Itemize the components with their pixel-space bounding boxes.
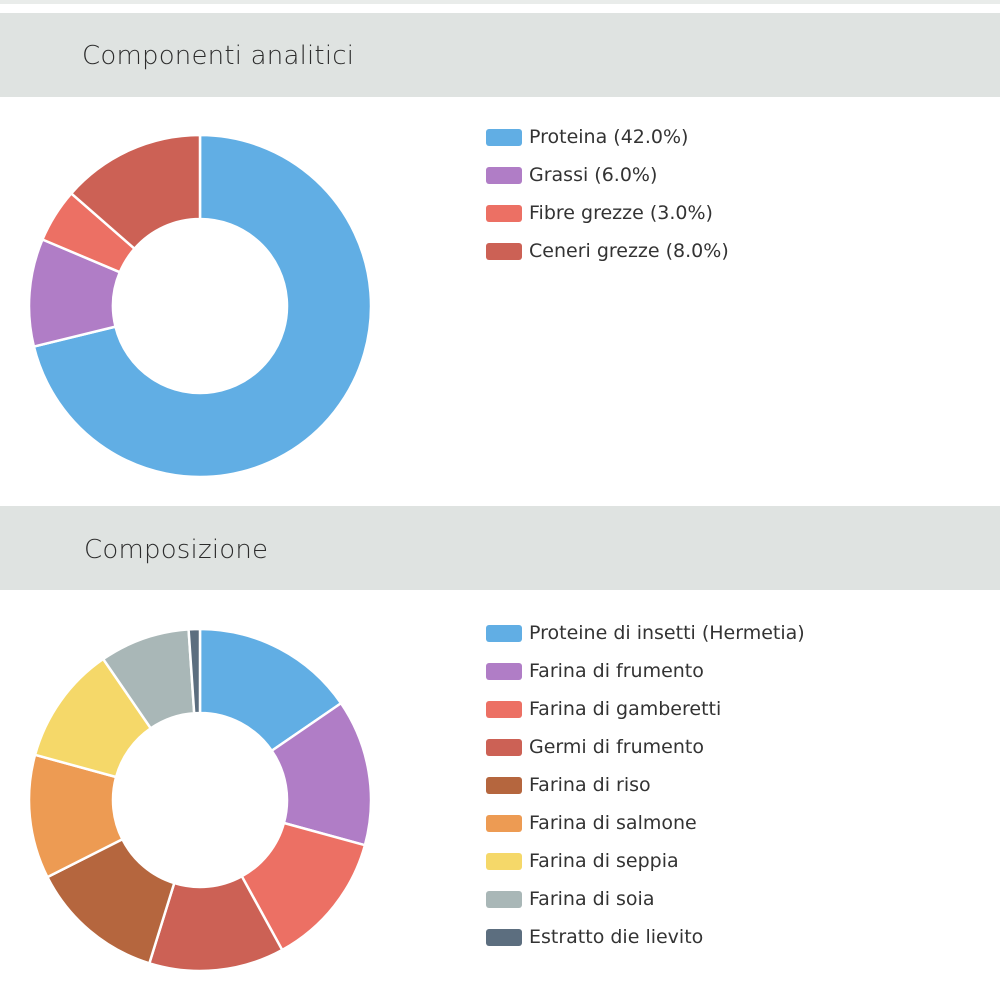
legend-swatch [486,242,522,260]
legend-label: Farina di soia [529,888,655,910]
legend-item-fibre-grezze[interactable]: Fibre grezze (3.0%) [486,194,729,232]
legend-item-proteine-di-insetti[interactable]: Proteine di insetti (Hermetia) [486,614,805,652]
legend-swatch [486,700,522,718]
composition-legend: Proteine di insetti (Hermetia) Farina di … [486,614,805,956]
legend-item-farina-di-frumento[interactable]: Farina di frumento [486,652,805,690]
legend-swatch [486,166,522,184]
section-title-composition: Composizione [84,535,269,565]
legend-label: Proteine di insetti (Hermetia) [529,622,805,644]
legend-label: Germi di frumento [529,736,704,758]
legend-item-estratto-die-lievito[interactable]: Estratto die lievito [486,918,805,956]
legend-swatch [486,204,522,222]
legend-label: Fibre grezze (3.0%) [529,202,713,224]
legend-swatch [486,662,522,680]
section-title-analytical: Componenti analitici [82,41,355,71]
donut-slice-proteina[interactable] [32,133,373,479]
donut-slice-ceneri-grezze[interactable] [70,133,202,250]
legend-swatch [486,928,522,946]
legend-item-farina-di-salmone[interactable]: Farina di salmone [486,804,805,842]
legend-item-germi-di-frumento[interactable]: Germi di frumento [486,728,805,766]
legend-item-ceneri-grezze[interactable]: Ceneri grezze (8.0%) [486,232,729,270]
composition-donut-chart [27,627,373,973]
top-divider [0,0,1000,4]
legend-item-farina-di-riso[interactable]: Farina di riso [486,766,805,804]
legend-label: Proteina (42.0%) [529,126,689,148]
legend-label: Farina di salmone [529,812,697,834]
legend-label: Farina di seppia [529,850,679,872]
donut-slice-proteine-di-insetti[interactable] [198,627,343,753]
analytical-components-donut-chart [27,133,373,479]
legend-swatch [486,814,522,832]
legend-item-farina-di-soia[interactable]: Farina di soia [486,880,805,918]
legend-swatch [486,890,522,908]
legend-swatch [486,776,522,794]
legend-label: Estratto die lievito [529,926,704,948]
legend-swatch [486,738,522,756]
legend-item-farina-di-gamberetti[interactable]: Farina di gamberetti [486,690,805,728]
legend-item-proteina[interactable]: Proteina (42.0%) [486,118,729,156]
analytical-components-legend: Proteina (42.0%) Grassi (6.0%) Fibre grezz… [486,118,729,270]
legend-label: Farina di frumento [529,660,704,682]
legend-item-grassi[interactable]: Grassi (6.0%) [486,156,729,194]
legend-label: Farina di riso [529,774,651,796]
section-header-composition: Composizione [0,506,1000,590]
donut-slice-estratto-die-lievito[interactable] [187,627,202,715]
legend-swatch [486,852,522,870]
legend-label: Grassi (6.0%) [529,164,658,186]
legend-swatch [486,624,522,642]
legend-label: Farina di gamberetti [529,698,722,720]
legend-swatch [486,128,522,146]
section-header-analytical: Componenti analitici [0,13,1000,97]
legend-label: Ceneri grezze (8.0%) [529,240,729,262]
legend-item-farina-di-seppia[interactable]: Farina di seppia [486,842,805,880]
